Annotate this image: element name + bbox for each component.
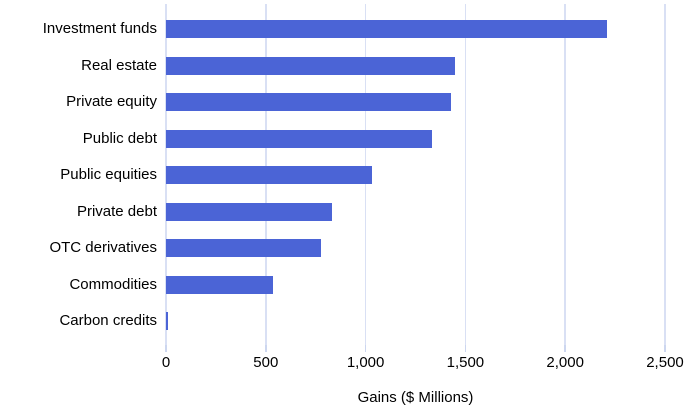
axis-tick: [664, 345, 666, 352]
x-tick-label: 2,000: [546, 354, 584, 371]
category-label: Real estate: [81, 56, 157, 74]
axis-tick: [165, 345, 167, 352]
bar: [166, 93, 452, 111]
category-label: Public equities: [60, 166, 157, 183]
x-tick-label: 500: [253, 354, 279, 371]
bar: [166, 275, 273, 294]
bar: [166, 239, 321, 257]
x-tick-label: 1,500: [446, 354, 485, 371]
bar: [166, 56, 456, 75]
category-label: Carbon credits: [59, 312, 157, 329]
category-label: Private debt: [76, 202, 157, 220]
category-label: Private equity: [66, 93, 157, 110]
bar: [166, 129, 433, 148]
bar: [166, 20, 608, 38]
gridline: [464, 4, 467, 345]
bar: [166, 312, 168, 330]
axis-tick: [464, 345, 467, 352]
gridline: [564, 4, 566, 345]
category-label: OTC derivatives: [49, 239, 157, 256]
bar: [166, 166, 372, 184]
axis-tick: [364, 345, 367, 352]
gridline: [664, 4, 666, 345]
x-tick-label: 1,000: [346, 354, 385, 371]
x-tick-label: 0: [161, 354, 171, 371]
category-label: Public debt: [82, 129, 157, 147]
plot-area: [165, 4, 666, 352]
category-label: Investment funds: [42, 20, 157, 37]
category-label: Commodities: [69, 275, 157, 293]
axis-tick: [564, 345, 566, 352]
bar: [166, 202, 332, 221]
x-tick-label: 2,500: [646, 354, 684, 371]
x-axis-title: Gains ($ Millions): [357, 389, 474, 406]
axis-tick: [265, 345, 267, 352]
